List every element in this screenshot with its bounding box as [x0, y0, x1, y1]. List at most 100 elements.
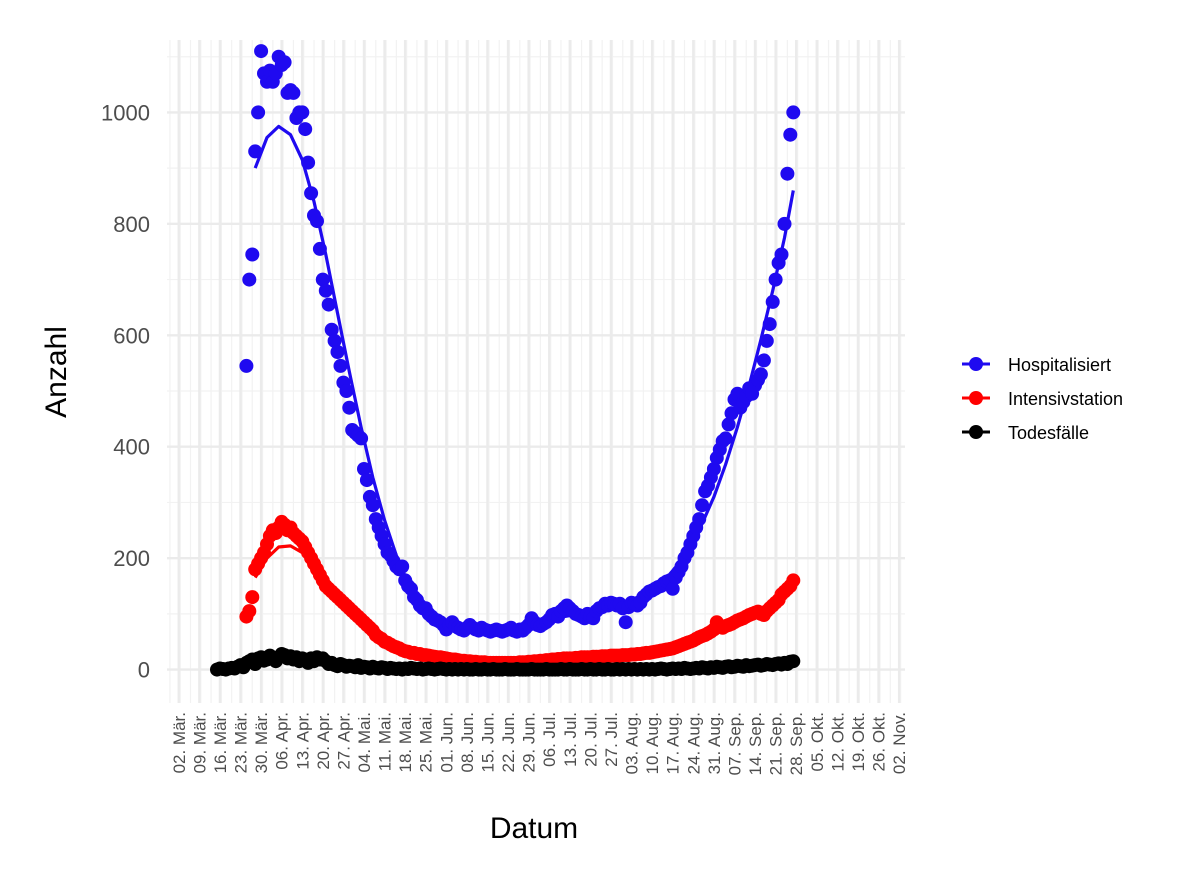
data-point: [239, 358, 254, 373]
data-point: [765, 294, 780, 309]
x-tick-label: 04. Mai.: [355, 712, 374, 772]
x-tick-label: 07. Sep.: [725, 712, 744, 775]
data-point: [762, 317, 777, 332]
legend: Hospitalisiert Intensivstation Todesfälle: [962, 355, 1123, 443]
data-point: [618, 615, 633, 630]
x-tick-label: 06. Apr.: [273, 712, 292, 770]
x-tick-label: 19. Okt.: [849, 712, 868, 772]
x-tick-label: 22. Jun.: [499, 712, 518, 773]
x-tick-label: 20. Apr.: [314, 712, 333, 770]
x-tick-label: 02. Mär.: [170, 712, 189, 773]
x-tick-label: 29. Jun.: [520, 712, 539, 773]
data-point: [324, 322, 339, 337]
x-tick-label: 31. Aug.: [705, 712, 724, 774]
legend-label: Intensivstation: [1008, 389, 1123, 409]
data-point: [295, 105, 310, 120]
x-tick-label: 18. Mai.: [396, 712, 415, 772]
x-tick-label: 16. Mär.: [211, 712, 230, 773]
data-point: [318, 283, 333, 298]
data-point: [695, 498, 710, 513]
data-point: [365, 498, 380, 513]
x-tick-label: 13. Apr.: [293, 712, 312, 770]
data-point: [251, 105, 266, 120]
data-point: [321, 297, 336, 312]
x-tick-label: 25. Mai.: [417, 712, 436, 772]
data-point: [706, 462, 721, 476]
x-tick-label: 27. Apr.: [334, 712, 353, 770]
data-point: [783, 127, 798, 142]
x-tick-label: 03. Aug.: [623, 712, 642, 774]
data-point: [304, 186, 319, 201]
x-tick-label: 13. Jul.: [561, 712, 580, 767]
data-point: [277, 55, 292, 70]
x-tick-label: 10. Aug.: [643, 712, 662, 774]
y-tick-label: 800: [113, 212, 150, 237]
data-point: [333, 358, 348, 373]
x-tick-label: 11. Mai.: [376, 712, 395, 771]
x-tick-label: 20. Jul.: [581, 712, 600, 767]
data-point: [310, 214, 324, 229]
x-tick-label: 02. Nov.: [890, 712, 909, 774]
x-tick-label: 15. Jun.: [478, 712, 497, 773]
y-tick-label: 1000: [101, 100, 150, 125]
data-point: [245, 590, 260, 605]
data-point: [301, 155, 316, 170]
x-tick-label: 08. Jun.: [458, 712, 477, 773]
data-point: [692, 512, 707, 527]
data-point: [753, 367, 768, 382]
x-axis-title: Datum: [490, 812, 578, 845]
data-point: [774, 247, 789, 262]
trend-line-Hospitalisiert: [253, 124, 795, 632]
data-point: [286, 85, 301, 100]
y-axis-ticks: 0 200 400 600 800 1000: [101, 100, 150, 682]
data-point: [254, 44, 269, 59]
x-tick-label: 05. Okt.: [808, 712, 827, 772]
data-point: [359, 473, 374, 488]
data-point: [245, 247, 260, 262]
data-point: [242, 604, 257, 619]
x-tick-label: 28. Sep.: [787, 712, 806, 775]
x-tick-label: 14. Sep.: [746, 712, 765, 775]
legend-label: Todesfälle: [1008, 423, 1089, 443]
y-tick-label: 600: [113, 323, 150, 348]
data-point: [330, 345, 345, 359]
data-point: [248, 144, 263, 159]
data-point: [768, 272, 783, 287]
data-point: [759, 333, 774, 348]
y-tick-label: 400: [113, 435, 150, 460]
x-tick-label: 06. Jul.: [540, 712, 559, 767]
data-points: [210, 44, 801, 677]
data-point: [395, 559, 410, 574]
data-point: [786, 105, 801, 120]
x-axis-ticks: 02. Mär. 09. Mär. 16. Mär. 23. Mär. 30. Mär.…: [170, 712, 909, 775]
data-point: [357, 462, 371, 476]
y-tick-label: 200: [113, 546, 150, 571]
data-point: [354, 431, 369, 446]
x-tick-label: 27. Jul.: [602, 712, 621, 767]
legend-key-point: [969, 357, 983, 371]
data-point: [777, 216, 792, 231]
data-point: [327, 333, 342, 348]
y-axis-title: Anzahl: [40, 326, 73, 418]
x-tick-label: 26. Okt.: [870, 712, 889, 772]
x-tick-label: 17. Aug.: [664, 712, 683, 774]
data-point: [339, 384, 354, 398]
data-point: [718, 431, 733, 446]
legend-label: Hospitalisiert: [1008, 355, 1111, 375]
legend-key-point: [969, 391, 983, 405]
data-point: [721, 417, 736, 432]
x-tick-label: 21. Sep.: [767, 712, 786, 775]
x-tick-label: 23. Mär.: [232, 712, 251, 773]
legend-key-point: [969, 425, 983, 439]
data-point: [756, 353, 771, 368]
x-tick-label: 12. Okt.: [828, 712, 847, 772]
data-point: [786, 654, 801, 669]
x-tick-label: 30. Mär.: [252, 712, 271, 773]
data-point: [312, 241, 327, 256]
data-point: [298, 122, 313, 137]
data-point: [242, 272, 257, 287]
data-point: [780, 166, 795, 181]
data-point: [342, 400, 357, 415]
x-tick-label: 24. Aug.: [684, 712, 703, 774]
